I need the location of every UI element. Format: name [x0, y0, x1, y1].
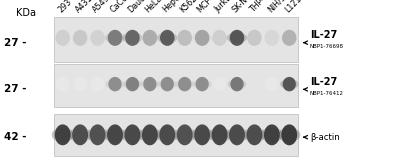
Ellipse shape [142, 30, 157, 46]
Ellipse shape [107, 124, 123, 145]
Text: NIH/3T3: NIH/3T3 [266, 0, 294, 14]
Ellipse shape [227, 32, 247, 43]
Ellipse shape [226, 128, 248, 142]
Text: Jurkat: Jurkat [213, 0, 236, 14]
Ellipse shape [52, 128, 74, 142]
Ellipse shape [248, 77, 261, 91]
Ellipse shape [176, 79, 194, 89]
Ellipse shape [246, 124, 262, 145]
Ellipse shape [265, 77, 278, 91]
Text: 293: 293 [56, 0, 74, 14]
Text: NBP1-76412: NBP1-76412 [310, 91, 344, 96]
Ellipse shape [191, 128, 213, 142]
Ellipse shape [126, 77, 139, 91]
Text: β-actin: β-actin [310, 133, 340, 142]
Ellipse shape [192, 32, 212, 43]
Ellipse shape [86, 128, 109, 142]
Ellipse shape [228, 79, 246, 89]
Ellipse shape [141, 79, 159, 89]
Ellipse shape [279, 32, 300, 43]
Ellipse shape [208, 128, 231, 142]
Ellipse shape [108, 77, 122, 91]
Ellipse shape [143, 77, 156, 91]
Ellipse shape [104, 128, 126, 142]
Text: KDa: KDa [16, 8, 36, 18]
Ellipse shape [122, 32, 142, 43]
Text: 42 -: 42 - [4, 132, 26, 142]
Text: A431: A431 [74, 0, 95, 14]
Text: IL-27: IL-27 [310, 30, 337, 40]
Text: NBP1-76698: NBP1-76698 [310, 44, 344, 49]
Ellipse shape [73, 30, 88, 46]
Text: SK-N-SH: SK-N-SH [231, 0, 260, 14]
Text: Daudi: Daudi [126, 0, 149, 14]
Ellipse shape [105, 32, 125, 43]
Bar [54, 114, 298, 156]
Ellipse shape [157, 32, 178, 43]
Ellipse shape [90, 124, 106, 145]
Ellipse shape [261, 128, 283, 142]
Ellipse shape [230, 30, 244, 46]
Ellipse shape [156, 128, 178, 142]
Ellipse shape [178, 77, 191, 91]
Ellipse shape [280, 79, 298, 89]
Ellipse shape [229, 124, 245, 145]
Ellipse shape [212, 30, 227, 46]
Ellipse shape [230, 77, 244, 91]
Text: 27 -: 27 - [4, 38, 26, 48]
Ellipse shape [123, 79, 142, 89]
Text: CaCo-2: CaCo-2 [109, 0, 136, 14]
Ellipse shape [161, 77, 174, 91]
Ellipse shape [90, 30, 105, 46]
Text: MCF-7: MCF-7 [196, 0, 220, 14]
Ellipse shape [264, 124, 280, 145]
Ellipse shape [193, 79, 211, 89]
Bar [54, 17, 298, 62]
Ellipse shape [125, 30, 140, 46]
Ellipse shape [108, 30, 122, 46]
Ellipse shape [56, 77, 69, 91]
Ellipse shape [159, 124, 175, 145]
Ellipse shape [142, 124, 158, 145]
Ellipse shape [139, 128, 161, 142]
Text: A549: A549 [91, 0, 112, 14]
Ellipse shape [158, 79, 176, 89]
Ellipse shape [174, 128, 196, 142]
Ellipse shape [121, 128, 144, 142]
Ellipse shape [140, 32, 160, 43]
Text: 27 -: 27 - [4, 84, 26, 94]
Text: THP-1: THP-1 [248, 0, 271, 14]
Ellipse shape [264, 30, 279, 46]
Ellipse shape [247, 30, 262, 46]
Ellipse shape [91, 77, 104, 91]
Text: IL-27: IL-27 [310, 77, 337, 87]
Text: HeLa: HeLa [144, 0, 164, 14]
Text: K562: K562 [178, 0, 199, 14]
Text: HepG2: HepG2 [161, 0, 187, 14]
Ellipse shape [106, 79, 124, 89]
Ellipse shape [213, 77, 226, 91]
Ellipse shape [124, 124, 140, 145]
Ellipse shape [194, 124, 210, 145]
Ellipse shape [72, 124, 88, 145]
Ellipse shape [74, 77, 87, 91]
Text: L1210: L1210 [283, 0, 307, 14]
Ellipse shape [55, 124, 71, 145]
Ellipse shape [243, 128, 266, 142]
Ellipse shape [282, 30, 296, 46]
Bar [54, 64, 298, 107]
Ellipse shape [160, 30, 174, 46]
Ellipse shape [196, 77, 209, 91]
Ellipse shape [195, 30, 210, 46]
Ellipse shape [283, 77, 296, 91]
Ellipse shape [56, 30, 70, 46]
Ellipse shape [281, 124, 297, 145]
Ellipse shape [177, 124, 193, 145]
Ellipse shape [69, 128, 91, 142]
Ellipse shape [278, 128, 300, 142]
Ellipse shape [178, 30, 192, 46]
Ellipse shape [212, 124, 228, 145]
